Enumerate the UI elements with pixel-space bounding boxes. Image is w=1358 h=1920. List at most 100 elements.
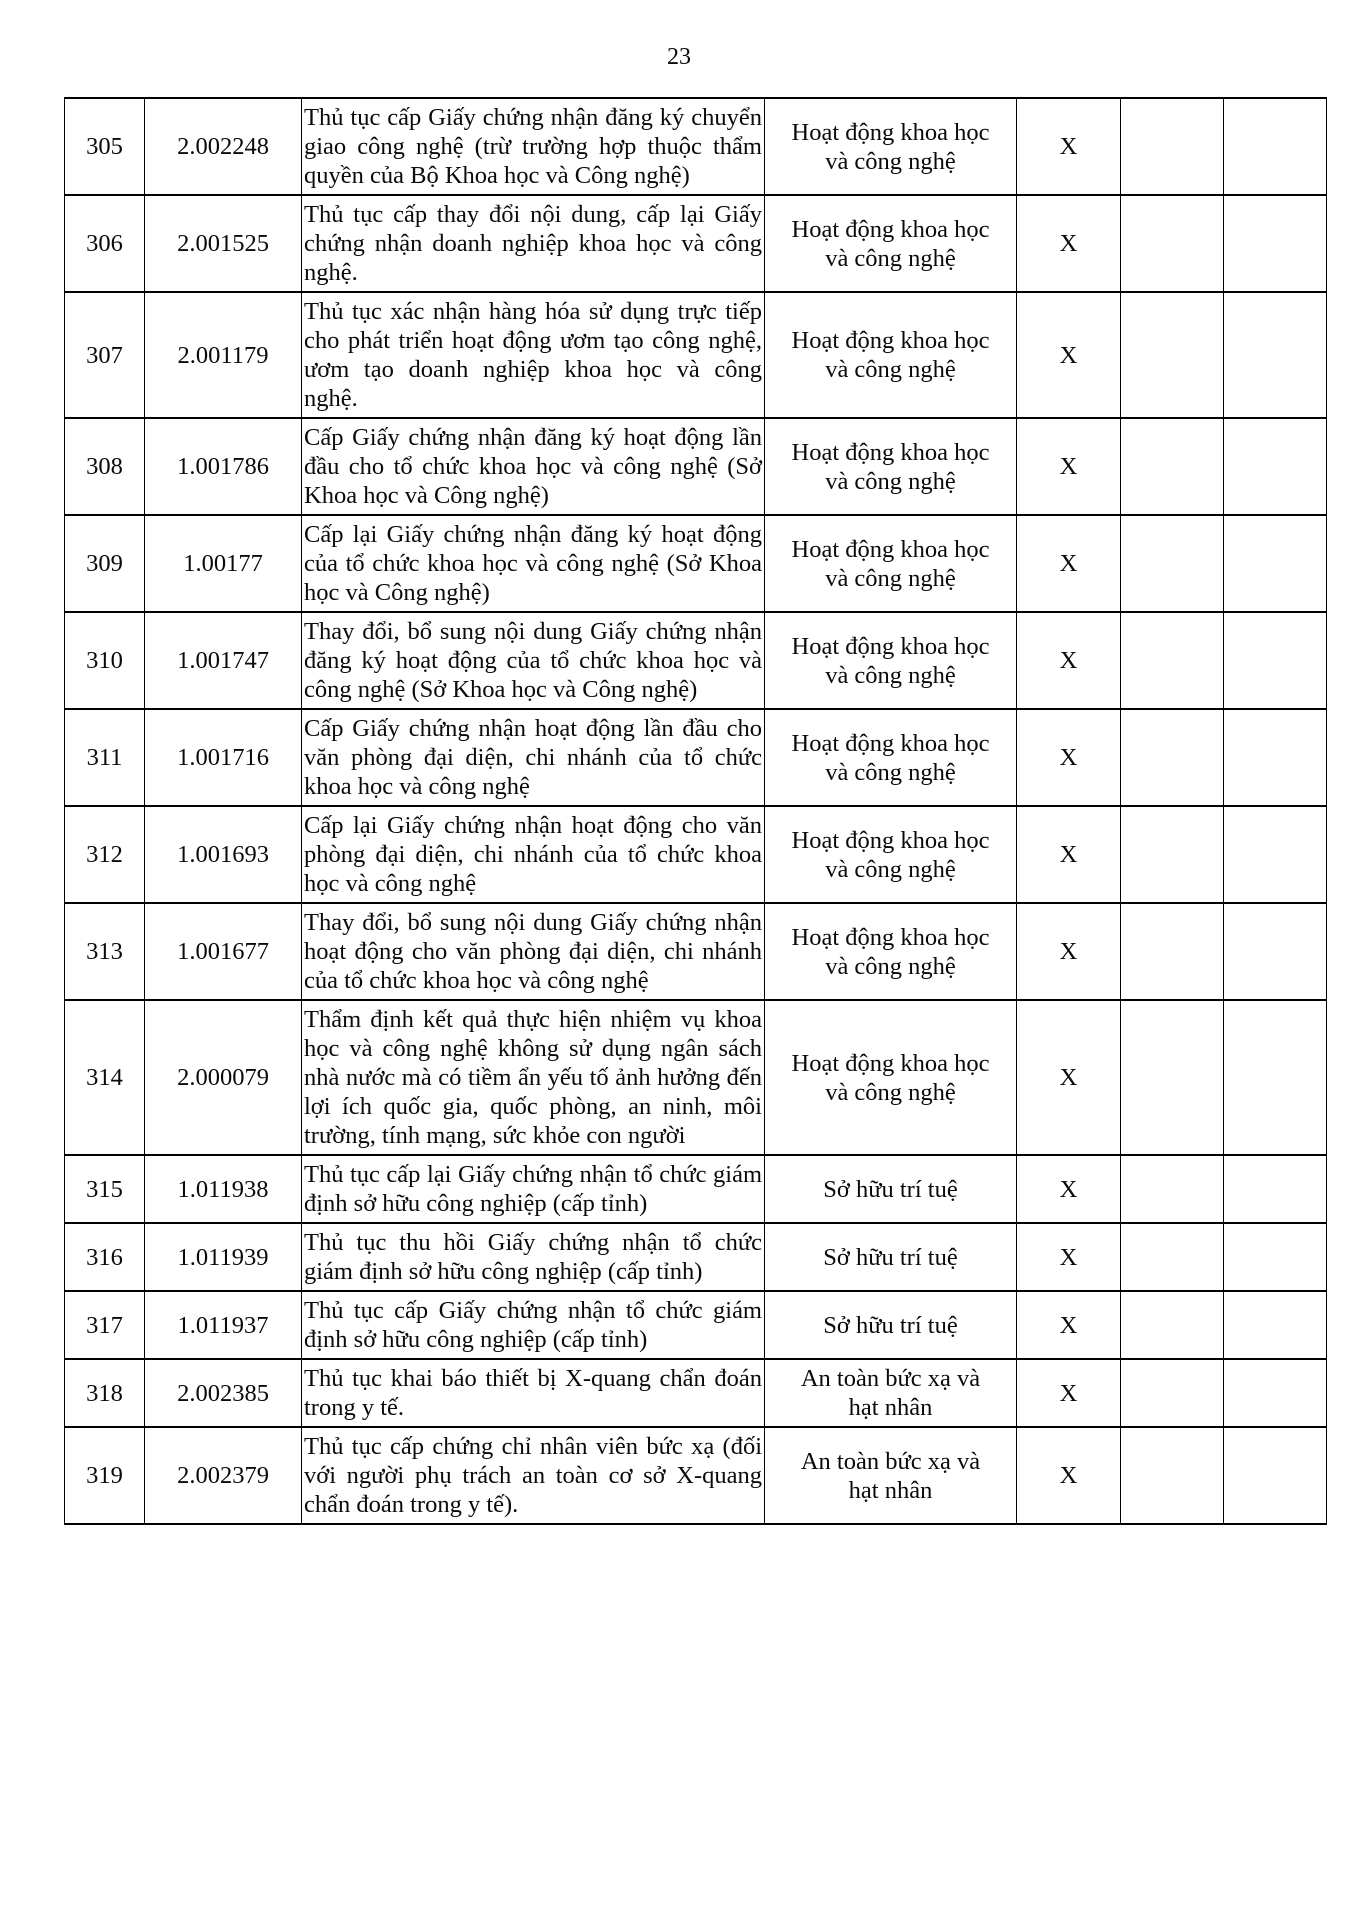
empty-cell-1 xyxy=(1120,611,1224,710)
stt-cell: 312 xyxy=(64,805,145,904)
empty-cell-2 xyxy=(1223,514,1327,613)
empty-cell-2 xyxy=(1223,1154,1327,1224)
procedure-name-cell: Thủ tục thu hồi Giấy chứng nhận tổ chức … xyxy=(301,1222,765,1292)
code-cell: 2.000079 xyxy=(144,999,302,1156)
table-row: 306 2.001525 Thủ tục cấp thay đổi nội du… xyxy=(64,194,1327,293)
field-cell: Hoạt động khoa học và công nghệ xyxy=(764,708,1017,807)
procedure-name-cell: Thẩm định kết quả thực hiện nhiệm vụ kho… xyxy=(301,999,765,1156)
empty-cell-2 xyxy=(1223,194,1327,293)
procedure-name-cell: Thủ tục xác nhận hàng hóa sử dụng trực t… xyxy=(301,291,765,419)
field-cell: Hoạt động khoa học và công nghệ xyxy=(764,194,1017,293)
table-row: 309 1.00177 Cấp lại Giấy chứng nhận đăng… xyxy=(64,514,1327,613)
procedure-name-cell: Thay đổi, bổ sung nội dung Giấy chứng nh… xyxy=(301,902,765,1001)
field-cell: Hoạt động khoa học và công nghệ xyxy=(764,97,1017,196)
code-cell: 1.011937 xyxy=(144,1290,302,1360)
table-row: 308 1.001786 Cấp Giấy chứng nhận đăng ký… xyxy=(64,417,1327,516)
mark-cell: X xyxy=(1016,902,1121,1001)
procedure-name-cell: Cấp lại Giấy chứng nhận đăng ký hoạt độn… xyxy=(301,514,765,613)
code-cell: 2.002379 xyxy=(144,1426,302,1525)
empty-cell-1 xyxy=(1120,805,1224,904)
code-cell: 2.001179 xyxy=(144,291,302,419)
empty-cell-2 xyxy=(1223,1358,1327,1428)
field-cell: Sở hữu trí tuệ xyxy=(764,1290,1017,1360)
field-cell: Hoạt động khoa học và công nghệ xyxy=(764,611,1017,710)
procedure-name-cell: Thủ tục cấp lại Giấy chứng nhận tổ chức … xyxy=(301,1154,765,1224)
table-row: 316 1.011939 Thủ tục thu hồi Giấy chứng … xyxy=(64,1222,1327,1292)
empty-cell-2 xyxy=(1223,611,1327,710)
table-row: 307 2.001179 Thủ tục xác nhận hàng hóa s… xyxy=(64,291,1327,419)
stt-cell: 311 xyxy=(64,708,145,807)
stt-cell: 314 xyxy=(64,999,145,1156)
empty-cell-1 xyxy=(1120,1426,1224,1525)
stt-cell: 318 xyxy=(64,1358,145,1428)
table-row: 317 1.011937 Thủ tục cấp Giấy chứng nhận… xyxy=(64,1290,1327,1360)
empty-cell-1 xyxy=(1120,97,1224,196)
empty-cell-1 xyxy=(1120,194,1224,293)
table-row: 311 1.001716 Cấp Giấy chứng nhận hoạt độ… xyxy=(64,708,1327,807)
field-cell: Hoạt động khoa học và công nghệ xyxy=(764,902,1017,1001)
mark-cell: X xyxy=(1016,999,1121,1156)
field-cell: Hoạt động khoa học và công nghệ xyxy=(764,291,1017,419)
empty-cell-1 xyxy=(1120,999,1224,1156)
mark-cell: X xyxy=(1016,194,1121,293)
field-cell: Hoạt động khoa học và công nghệ xyxy=(764,805,1017,904)
code-cell: 2.002385 xyxy=(144,1358,302,1428)
table-row: 319 2.002379 Thủ tục cấp chứng chỉ nhân … xyxy=(64,1426,1327,1525)
procedure-name-cell: Thủ tục cấp Giấy chứng nhận tổ chức giám… xyxy=(301,1290,765,1360)
mark-cell: X xyxy=(1016,417,1121,516)
code-cell: 1.001693 xyxy=(144,805,302,904)
page-number: 23 xyxy=(667,44,691,70)
mark-cell: X xyxy=(1016,291,1121,419)
empty-cell-2 xyxy=(1223,1426,1327,1525)
empty-cell-1 xyxy=(1120,1222,1224,1292)
field-cell: Hoạt động khoa học và công nghệ xyxy=(764,514,1017,613)
stt-cell: 308 xyxy=(64,417,145,516)
stt-cell: 317 xyxy=(64,1290,145,1360)
code-cell: 1.011938 xyxy=(144,1154,302,1224)
procedure-name-cell: Thủ tục cấp thay đổi nội dung, cấp lại G… xyxy=(301,194,765,293)
table-row: 313 1.001677 Thay đổi, bổ sung nội dung … xyxy=(64,902,1327,1001)
table-row: 315 1.011938 Thủ tục cấp lại Giấy chứng … xyxy=(64,1154,1327,1224)
mark-cell: X xyxy=(1016,1426,1121,1525)
stt-cell: 315 xyxy=(64,1154,145,1224)
empty-cell-2 xyxy=(1223,1290,1327,1360)
procedure-name-cell: Thủ tục khai báo thiết bị X-quang chẩn đ… xyxy=(301,1358,765,1428)
code-cell: 2.002248 xyxy=(144,97,302,196)
empty-cell-1 xyxy=(1120,708,1224,807)
code-cell: 1.001677 xyxy=(144,902,302,1001)
mark-cell: X xyxy=(1016,1222,1121,1292)
field-cell: An toàn bức xạ và hạt nhân xyxy=(764,1358,1017,1428)
stt-cell: 307 xyxy=(64,291,145,419)
mark-cell: X xyxy=(1016,805,1121,904)
stt-cell: 310 xyxy=(64,611,145,710)
code-cell: 1.00177 xyxy=(144,514,302,613)
field-cell: Hoạt động khoa học và công nghệ xyxy=(764,417,1017,516)
empty-cell-1 xyxy=(1120,1154,1224,1224)
empty-cell-1 xyxy=(1120,902,1224,1001)
procedure-name-cell: Cấp Giấy chứng nhận hoạt động lần đầu ch… xyxy=(301,708,765,807)
field-cell: An toàn bức xạ và hạt nhân xyxy=(764,1426,1017,1525)
mark-cell: X xyxy=(1016,97,1121,196)
table-row: 318 2.002385 Thủ tục khai báo thiết bị X… xyxy=(64,1358,1327,1428)
field-cell: Hoạt động khoa học và công nghệ xyxy=(764,999,1017,1156)
empty-cell-1 xyxy=(1120,514,1224,613)
stt-cell: 305 xyxy=(64,97,145,196)
mark-cell: X xyxy=(1016,1154,1121,1224)
mark-cell: X xyxy=(1016,708,1121,807)
code-cell: 1.011939 xyxy=(144,1222,302,1292)
empty-cell-2 xyxy=(1223,999,1327,1156)
procedure-name-cell: Cấp lại Giấy chứng nhận hoạt động cho vă… xyxy=(301,805,765,904)
empty-cell-2 xyxy=(1223,417,1327,516)
empty-cell-1 xyxy=(1120,1358,1224,1428)
empty-cell-2 xyxy=(1223,902,1327,1001)
stt-cell: 313 xyxy=(64,902,145,1001)
mark-cell: X xyxy=(1016,1358,1121,1428)
mark-cell: X xyxy=(1016,514,1121,613)
mark-cell: X xyxy=(1016,1290,1121,1360)
stt-cell: 319 xyxy=(64,1426,145,1525)
empty-cell-2 xyxy=(1223,291,1327,419)
empty-cell-1 xyxy=(1120,1290,1224,1360)
code-cell: 2.001525 xyxy=(144,194,302,293)
field-cell: Sở hữu trí tuệ xyxy=(764,1154,1017,1224)
procedure-name-cell: Thủ tục cấp Giấy chứng nhận đăng ký chuy… xyxy=(301,97,765,196)
